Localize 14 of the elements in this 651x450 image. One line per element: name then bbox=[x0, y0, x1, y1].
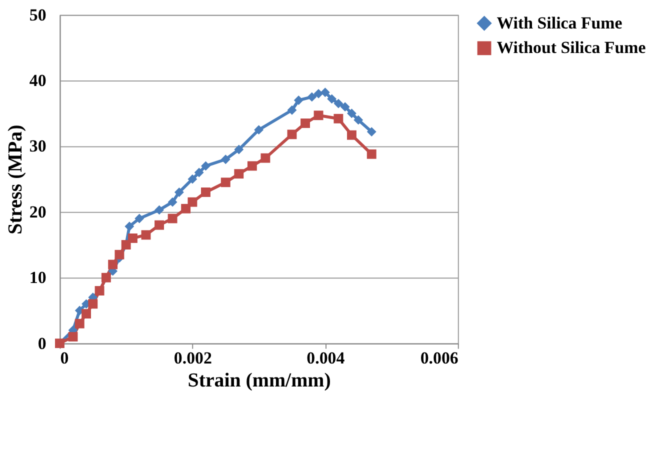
y-tick-label: 10 bbox=[29, 268, 46, 288]
x-tick-label: 0.002 bbox=[174, 348, 212, 368]
x-tick-label: 0.004 bbox=[306, 348, 346, 368]
x-tick-label: 0 bbox=[60, 348, 69, 368]
y-tick-label: 40 bbox=[29, 71, 46, 90]
legend-label: With Silica Fume bbox=[496, 13, 623, 32]
legend-label: Without Silica Fume bbox=[496, 38, 646, 58]
y-tick-label: 0 bbox=[38, 334, 46, 353]
y-axis-title: Stress (MPa) bbox=[4, 124, 26, 234]
y-tick-label: 50 bbox=[29, 5, 46, 24]
y-tick-label: 30 bbox=[29, 136, 46, 156]
y-tick-label: 20 bbox=[29, 202, 46, 222]
x-tick-label: 0.006 bbox=[420, 348, 458, 368]
x-axis-title: Strain (mm/mm) bbox=[188, 370, 331, 392]
